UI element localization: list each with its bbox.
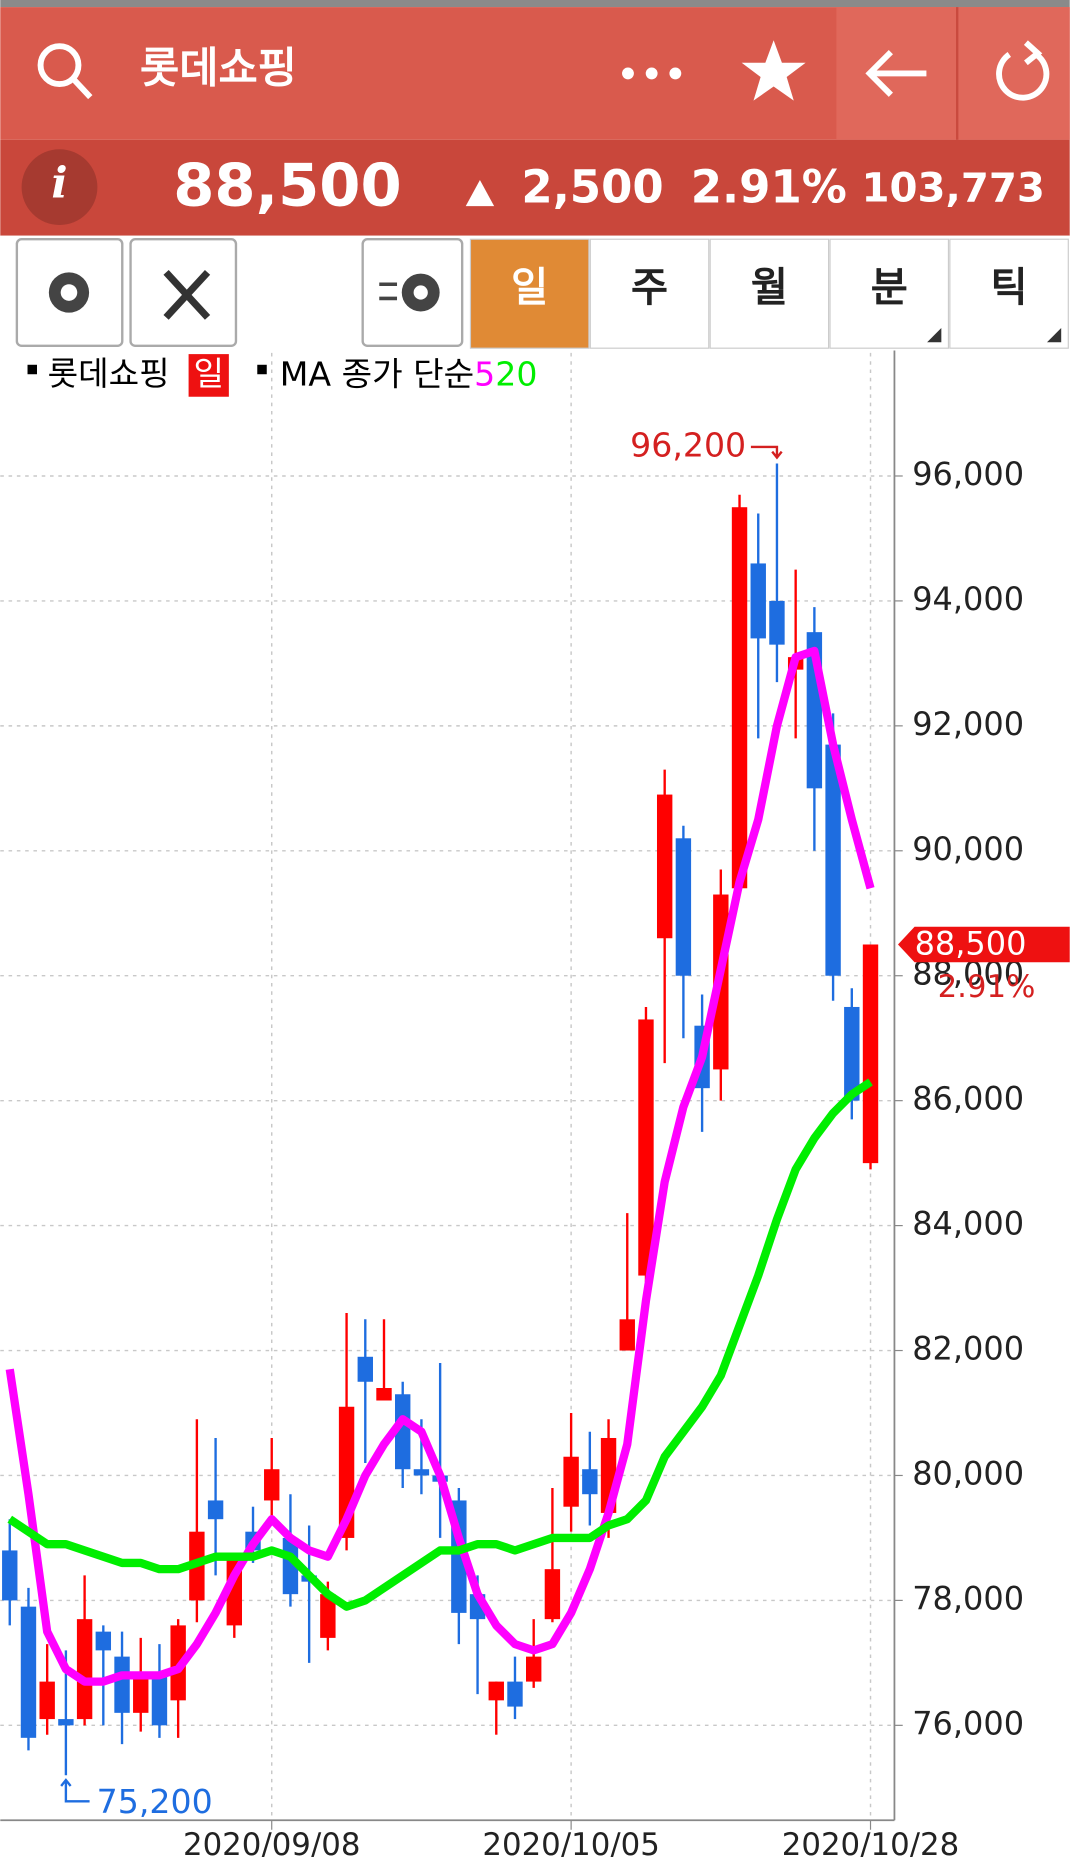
- candle-body: [39, 1681, 55, 1720]
- candle-body: [320, 1594, 336, 1638]
- candle-body: [769, 600, 785, 645]
- candle-body: [750, 563, 766, 639]
- y-tick-label: 76,000: [912, 1704, 1024, 1742]
- candle-body: [357, 1356, 373, 1382]
- refresh-button[interactable]: [996, 40, 1050, 101]
- candle-body: [507, 1681, 523, 1707]
- rate: 2.91%: [691, 161, 847, 214]
- period-tab-label: 분: [871, 265, 908, 311]
- candle-body: [656, 794, 673, 939]
- candle-body: [58, 1719, 74, 1726]
- info-button[interactable]: [21, 149, 98, 226]
- candle-body: [525, 1656, 542, 1682]
- low-label: 75,200: [97, 1782, 213, 1821]
- quote-bar: [0, 139, 1070, 236]
- y-tick-label: 90,000: [912, 830, 1024, 868]
- y-tick-label: 78,000: [912, 1579, 1024, 1617]
- candle-body: [862, 944, 879, 1164]
- candle-body: [207, 1500, 224, 1520]
- legend-stock: 롯데쇼핑: [48, 354, 170, 393]
- y-tick-label: 80,000: [912, 1454, 1024, 1492]
- candle-body: [731, 507, 748, 889]
- period-tab[interactable]: [709, 238, 830, 349]
- candle-body: [133, 1675, 149, 1713]
- candle-body: [413, 1469, 430, 1476]
- gear-icon: [48, 272, 90, 313]
- candle-body: [544, 1569, 561, 1620]
- candle-body: [114, 1656, 130, 1713]
- x-tick-label: 2020/10/28: [782, 1827, 959, 1857]
- search-icon[interactable]: [37, 43, 93, 100]
- high-marker: [750, 445, 783, 460]
- indicator-icon: [379, 273, 440, 312]
- change: 2,500: [521, 161, 663, 214]
- candle-body: [563, 1456, 579, 1507]
- candle-body: [20, 1606, 37, 1738]
- last-price-flag: [897, 926, 1070, 963]
- tools-icon: [163, 269, 211, 320]
- back-button[interactable]: [865, 50, 927, 97]
- low-marker: [60, 1778, 90, 1803]
- y-tick-label: 86,000: [912, 1080, 1024, 1118]
- candle-body: [844, 1006, 860, 1101]
- period-tab-label: 월: [751, 265, 788, 311]
- candle-body: [582, 1469, 598, 1495]
- period-tab[interactable]: [589, 238, 710, 349]
- candle-body: [151, 1675, 168, 1726]
- last-change-label: 2.91%: [938, 969, 1036, 1005]
- candle-body: [395, 1394, 411, 1470]
- candle-body: [675, 838, 692, 976]
- legend-ma: MA 종가 단순520: [280, 354, 538, 393]
- candle-body: [619, 1319, 635, 1351]
- candle-body: [95, 1631, 112, 1651]
- status-strip: [0, 0, 1070, 8]
- legend-ma5: 5: [474, 354, 495, 393]
- candle-body: [376, 1388, 392, 1401]
- last-price-label: 88,500: [915, 925, 1027, 963]
- high-label: 96,200: [630, 425, 746, 464]
- legend-ma-text: MA 종가 단순: [280, 354, 474, 393]
- legend: 롯데쇼핑 일 MA 종가 단순520: [27, 354, 538, 397]
- candle-body: [825, 744, 841, 976]
- y-tick-label: 94,000: [912, 580, 1024, 618]
- candle-body: [488, 1681, 504, 1701]
- price: 88,500: [173, 151, 401, 220]
- period-tab-label: 주: [631, 265, 668, 311]
- candle-body: [76, 1619, 93, 1720]
- period-tab-label: 틱: [991, 265, 1028, 311]
- y-tick-label: 82,000: [912, 1330, 1024, 1368]
- x-tick-label: 2020/10/05: [482, 1827, 659, 1857]
- favorite-button[interactable]: [741, 40, 806, 101]
- y-tick-label: 92,000: [912, 705, 1024, 743]
- ma-line: [5, 646, 875, 1686]
- x-tick-label: 2020/09/08: [183, 1827, 360, 1857]
- svg-text:i: i: [51, 159, 67, 209]
- candle-body: [264, 1469, 280, 1501]
- y-tick-label: 84,000: [912, 1205, 1024, 1243]
- candle-body: [638, 1019, 654, 1276]
- period-tab[interactable]: [949, 238, 1069, 349]
- candle-body: [2, 1550, 18, 1601]
- y-tick-label: 96,000: [912, 455, 1024, 493]
- legend-ma20: 20: [495, 354, 537, 393]
- period-tab[interactable]: [469, 238, 590, 349]
- period-tab[interactable]: [829, 238, 950, 349]
- stock-title: 롯데쇼핑: [140, 44, 297, 94]
- legend-period: 일: [193, 354, 224, 393]
- more-button[interactable]: [622, 67, 682, 80]
- volume: 103,773: [862, 166, 1045, 212]
- ma-line: [7, 1078, 873, 1611]
- period-tab-label: 일: [511, 265, 548, 311]
- up-arrow: [465, 180, 495, 207]
